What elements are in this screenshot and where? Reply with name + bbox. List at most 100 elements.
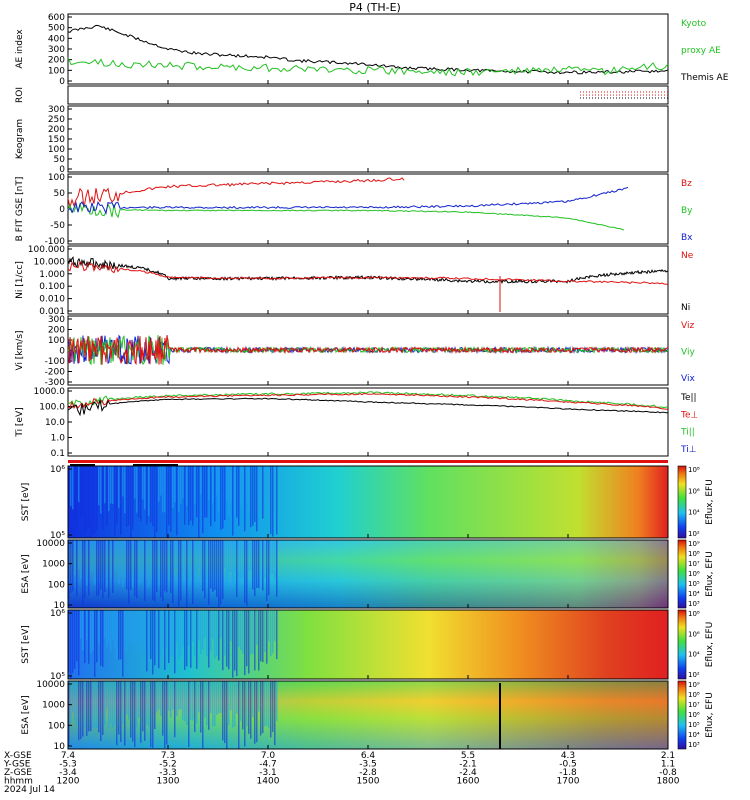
spectrogram-stripe — [214, 681, 216, 726]
y-tick-label: -100 — [45, 357, 66, 367]
colorbar-tick: 10⁹ — [688, 540, 700, 548]
mode-bar — [68, 460, 668, 463]
spectrogram-stripe — [86, 466, 88, 531]
spectrogram-stripe — [184, 540, 186, 577]
spectrogram-stripe — [144, 466, 146, 510]
spectrogram-stripe — [196, 610, 198, 669]
spectrogram-stripe — [190, 681, 192, 721]
series-bx — [67, 186, 629, 215]
spectrogram-stripe — [114, 681, 116, 725]
spectrogram-stripe — [134, 466, 136, 499]
spectrogram-stripe — [162, 610, 164, 649]
spectrogram-stripe — [178, 681, 180, 710]
spectrogram-stripe — [200, 540, 202, 576]
spectrogram-stripe — [262, 540, 264, 591]
y-tick-label: -200 — [45, 368, 66, 378]
spectrogram-stripe — [68, 681, 70, 746]
spectrogram-stripe — [146, 681, 148, 724]
colorbar-tick: 10⁵ — [688, 580, 700, 588]
legend-ni: Ni — [681, 303, 690, 313]
spectrogram-stripe — [148, 610, 150, 657]
colorbar-label: Eflux, EFU — [705, 622, 715, 668]
spectrogram-stripe — [134, 681, 136, 747]
spectrogram-stripe — [126, 540, 128, 590]
y-axis-label: Keogram — [15, 119, 25, 159]
spectrogram-stripe — [202, 466, 204, 534]
series-themis-ae — [67, 24, 669, 75]
spectrogram-stripe — [272, 540, 274, 575]
x-row-label: X-GSE — [4, 751, 32, 761]
spectrogram-stripe — [152, 540, 154, 601]
legend-b: By — [681, 206, 693, 216]
spectrogram-stripe — [70, 540, 72, 593]
x-column-value: 1.1 — [661, 760, 675, 770]
spectrogram-stripe — [136, 610, 138, 643]
colorbar-tick: 10² — [688, 530, 700, 538]
spectrogram-stripe — [86, 610, 88, 641]
spectrogram-stripe — [216, 610, 218, 656]
y-tick-label: 100 — [48, 145, 65, 155]
spectrogram-stripe — [186, 610, 188, 667]
spectrogram-stripe — [160, 540, 162, 598]
spectrogram-stripe — [114, 540, 116, 572]
y-tick-label: 10 — [54, 601, 66, 611]
spectrogram-stripe — [90, 540, 92, 575]
spectrogram-stripe — [130, 681, 132, 738]
spectrogram-stripe — [160, 681, 162, 716]
spectrogram-stripe — [150, 610, 152, 659]
x-column-value: -5.3 — [59, 760, 77, 770]
spectrogram-stripe — [126, 610, 128, 653]
spectrogram-stripe — [140, 610, 142, 642]
x-column-value: -2.8 — [359, 768, 377, 778]
colorbar-label: Eflux, EFU — [705, 551, 715, 597]
series-te-perp — [68, 392, 669, 410]
spectrogram-stripe — [102, 681, 104, 735]
spectrogram-stripe — [78, 610, 80, 676]
colorbar-tick: 10⁶ — [688, 570, 700, 578]
spectrogram-stripe — [228, 610, 230, 670]
spectrogram-stripe — [256, 540, 258, 588]
y-tick-label: 10.0 — [45, 418, 65, 428]
spectrogram-stripe — [182, 681, 184, 721]
y-tick-label: 10.000 — [34, 257, 66, 267]
spectrogram-stripe — [166, 681, 168, 745]
spectrogram-stripe — [270, 681, 272, 738]
spectrogram-stripe — [124, 681, 126, 746]
spectrogram-stripe — [164, 466, 166, 512]
spectrogram-stripe — [108, 610, 110, 643]
spectrogram-stripe — [260, 610, 262, 662]
spectrogram-stripe — [80, 610, 82, 639]
spectrogram-stripe — [98, 540, 100, 596]
spectrogram-stripe — [76, 466, 78, 532]
spectrogram-stripe — [88, 681, 90, 732]
x-column-value: -4.7 — [259, 760, 277, 770]
spectrogram-stripe — [242, 610, 244, 654]
spectrogram-stripe — [276, 466, 278, 535]
series-viz — [67, 335, 669, 366]
spectrogram-stripe — [250, 466, 252, 528]
spectrogram-stripe — [264, 681, 266, 727]
y-axis-label: Vi [km/s] — [15, 330, 25, 370]
spectrogram-stripe — [266, 540, 268, 601]
spectrogram-stripe — [212, 681, 214, 727]
spectrogram-stripe — [244, 466, 246, 532]
spectrogram-stripe — [256, 610, 258, 645]
spectrogram-stripe — [270, 540, 272, 575]
spectrogram-stripe — [154, 610, 156, 666]
spectrogram-stripe — [256, 681, 258, 743]
spectrogram-stripe — [162, 540, 164, 602]
y-tick-label: 150 — [48, 135, 65, 145]
spectrogram-stripe — [78, 681, 80, 741]
y-axis-label: AE index — [15, 29, 25, 69]
spectrogram-stripe — [274, 466, 276, 515]
legend-vi: Viz — [681, 321, 694, 331]
spectrogram-stripe — [106, 540, 108, 588]
spectrogram-stripe — [240, 610, 242, 651]
spectrogram-stripe — [272, 681, 274, 733]
spectrogram-stripe — [266, 681, 268, 726]
spectrogram-stripe — [172, 540, 174, 604]
spectrogram-stripe — [102, 466, 104, 530]
spectrogram-stripe — [276, 540, 278, 597]
spectrogram-stripe — [188, 610, 190, 646]
spectrogram-stripe — [268, 610, 270, 642]
